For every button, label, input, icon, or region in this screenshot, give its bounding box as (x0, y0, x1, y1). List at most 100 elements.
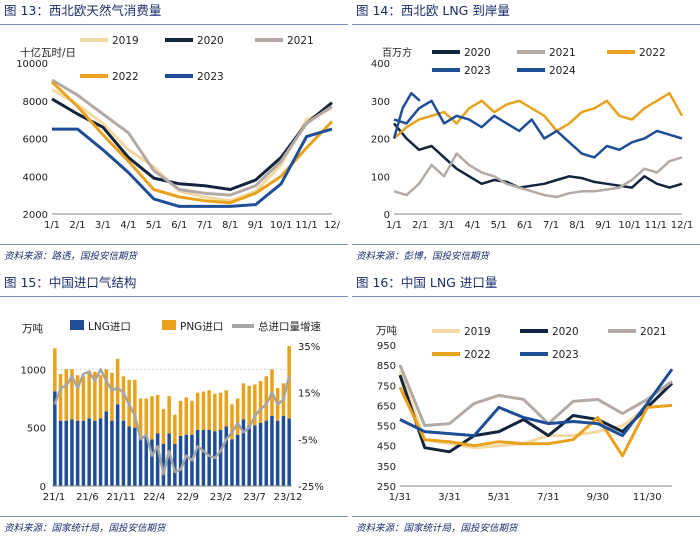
panel-title: 图 14：西北欧 LNG 到岸量 (356, 3, 510, 18)
y-tick-label: 550 (377, 422, 396, 433)
bar-png (247, 385, 251, 426)
bar-lng (110, 420, 114, 486)
y-tick-label: 250 (377, 482, 396, 493)
bar-png (110, 372, 114, 421)
bar-png (150, 396, 154, 440)
bar-lng (161, 444, 166, 486)
x-tick-label: 8/1 (569, 220, 585, 231)
x-tick-label: 11/30 (633, 492, 662, 503)
bar-lng (258, 423, 263, 486)
series-line-2022 (393, 91, 684, 140)
legend-label: 2021 (640, 326, 667, 338)
x-tick-label: 7/1 (197, 220, 213, 231)
bar-lng (287, 418, 291, 486)
source-divider (0, 244, 348, 245)
title-divider (352, 24, 700, 25)
x-tick-label: 4/1 (120, 220, 136, 231)
series-line-2020 (393, 122, 683, 189)
bar-lng (127, 426, 131, 486)
y-tick-label: 4000 (23, 172, 48, 183)
bar-lng (167, 433, 171, 486)
x-tick-label: 3/31 (438, 492, 460, 503)
bar-png (213, 393, 217, 432)
source-divider (0, 516, 348, 517)
chart-china-lng-imports: 万吨 2019 2020 2021 2022 2023 250 350 450 550 650 750… (376, 324, 674, 503)
bar-lng (144, 437, 148, 486)
panel-title: 图 16：中国 LNG 进口量 (356, 275, 498, 290)
x-tick-label: 1/31 (389, 492, 411, 503)
series-line-2021 (393, 152, 683, 199)
bar-lng (70, 419, 74, 486)
x-tick-label: 5/1 (146, 220, 162, 231)
y-tick-label: 200 (371, 135, 390, 146)
y-tick-label: 500 (27, 424, 46, 435)
bar-png (264, 376, 268, 421)
bar-lng (184, 434, 188, 486)
bar-png (93, 371, 97, 421)
bar-png (133, 379, 137, 428)
series-line-growth (53, 368, 291, 476)
y-tick-label: 0 (40, 482, 46, 493)
bar-png (167, 396, 171, 434)
x-tick-label: 21/1 (43, 492, 65, 503)
series-line-2023 (399, 368, 674, 438)
source-note: 资料来源：路透，国投安信期货 (4, 251, 138, 262)
x-tick-label: 21/11 (106, 492, 135, 503)
bar-lng (218, 430, 223, 486)
legend-label: 2020 (552, 326, 579, 338)
bar-png (195, 392, 200, 430)
y-tick-label: 0 (384, 210, 390, 221)
y-tick-label: 100 (371, 172, 390, 183)
legend-label: 2019 (464, 326, 491, 338)
bar-png (87, 370, 91, 419)
y-tick-label: 850 (377, 361, 396, 372)
bar-png (121, 376, 126, 421)
x-tick-label: 11/1 (295, 220, 317, 231)
bar-lng (115, 404, 120, 486)
series-line-2023 (393, 99, 683, 159)
bar-lng (138, 437, 143, 486)
panel-lng-arrivals: 图 14：西北欧 LNG 到岸量 百万方 2020 2021 2022 2023 2024… (352, 0, 700, 268)
x-tick-label: 23/2 (210, 492, 232, 503)
bar-lng (235, 434, 240, 486)
bar-png (224, 390, 228, 427)
legend-label: 总进口量增速 (258, 320, 321, 333)
x-tick-label: 2/1 (69, 220, 85, 231)
legend-label: 2020 (464, 47, 491, 59)
x-tick-label: 9/1 (595, 220, 611, 231)
y-tick-label: 2000 (23, 210, 48, 221)
legend-label: 2024 (549, 65, 576, 77)
panel-title: 图 13：西北欧天然气消费量 (4, 3, 162, 18)
bar-lng (264, 420, 268, 486)
bar-png (230, 404, 234, 440)
bar-png (104, 369, 108, 412)
legend-label: 2023 (197, 71, 224, 83)
bar-png (287, 346, 291, 419)
x-tick-label: 9/1 (248, 220, 264, 231)
x-tick-label: 6/1 (171, 220, 187, 231)
x-tick-label: 6/1 (517, 220, 533, 231)
x-tick-label: 9/30 (587, 492, 609, 503)
x-tick-label: 21/6 (76, 492, 98, 503)
title-divider (0, 24, 348, 25)
bar-png (144, 398, 148, 437)
x-tick-label: 8/1 (222, 220, 238, 231)
bar-lng (224, 426, 228, 486)
bar-lng (58, 420, 63, 486)
series-line-2024 (392, 91, 421, 139)
bar-png (98, 375, 103, 419)
y-tick-label: 6000 (23, 135, 48, 146)
y-tick-label: 1000 (21, 365, 46, 376)
chart-import-structure: 万吨 LNG进口 PNG进口 总进口量增速 0 500 1000 -25% -5% 15% 35% 2… (21, 320, 324, 503)
y2-tick-label: -25% (298, 482, 324, 493)
y2-tick-label: 15% (298, 389, 320, 400)
bar-png (201, 391, 206, 430)
bar-lng (121, 420, 126, 486)
bar-lng (104, 411, 108, 486)
x-tick-label: 10/1 (270, 220, 292, 231)
x-tick-label: 12/ (324, 220, 341, 231)
bar-png (207, 390, 211, 430)
source-note: 资料来源：国家统计局，国投安信期货 (356, 523, 518, 534)
y-tick-label: 300 (371, 97, 390, 108)
x-tick-label: 22/9 (176, 492, 198, 503)
